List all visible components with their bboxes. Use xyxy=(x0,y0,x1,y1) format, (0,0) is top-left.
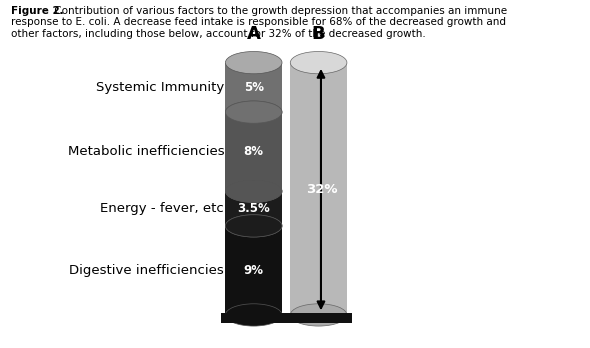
Text: other factors, including those below, account for 32% of the decreased growth.: other factors, including those below, ac… xyxy=(11,29,425,39)
Ellipse shape xyxy=(225,304,282,326)
Text: Digestive inefficiencies: Digestive inefficiencies xyxy=(70,264,224,277)
Ellipse shape xyxy=(290,52,347,74)
Text: 5%: 5% xyxy=(244,81,264,94)
Ellipse shape xyxy=(225,180,282,203)
Text: 32%: 32% xyxy=(306,183,337,196)
Polygon shape xyxy=(225,63,282,112)
Ellipse shape xyxy=(225,215,282,237)
Ellipse shape xyxy=(225,180,282,203)
Text: Contribution of various factors to the growth depression that accompanies an imm: Contribution of various factors to the g… xyxy=(51,6,507,16)
Text: B: B xyxy=(312,25,326,43)
Polygon shape xyxy=(225,226,282,315)
Text: 3.5%: 3.5% xyxy=(237,202,270,215)
Text: A: A xyxy=(247,25,261,43)
Text: Systemic Immunity: Systemic Immunity xyxy=(96,81,224,94)
Text: Metabolic inefficiencies: Metabolic inefficiencies xyxy=(68,145,224,158)
Text: Energy - fever, etc: Energy - fever, etc xyxy=(100,202,224,215)
Polygon shape xyxy=(221,313,352,323)
Text: 9%: 9% xyxy=(244,264,264,277)
Text: 8%: 8% xyxy=(244,145,264,158)
Ellipse shape xyxy=(225,101,282,123)
Polygon shape xyxy=(225,191,282,226)
Text: Figure 2.: Figure 2. xyxy=(11,6,63,16)
Text: response to E. coli. A decrease feed intake is responsible for 68% of the decrea: response to E. coli. A decrease feed int… xyxy=(11,17,506,27)
Ellipse shape xyxy=(225,215,282,237)
Ellipse shape xyxy=(225,101,282,123)
Polygon shape xyxy=(290,63,347,315)
Ellipse shape xyxy=(290,304,347,326)
Ellipse shape xyxy=(225,52,282,74)
Polygon shape xyxy=(225,112,282,191)
